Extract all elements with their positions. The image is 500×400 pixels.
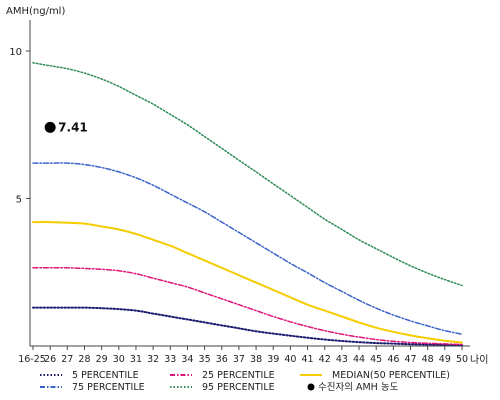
legend-label: 수진자의 AMH 농도 — [318, 382, 399, 393]
legend-label: 5 PERCENTILE — [72, 370, 139, 381]
series-line-75-percentile — [32, 162, 463, 335]
x-tick-label: 40 — [284, 354, 296, 365]
x-tick-label: 34 — [181, 354, 193, 365]
y-tick-label: 5 — [16, 195, 22, 206]
x-tick-label: 26 — [44, 354, 56, 365]
legend-label: MEDIAN(50 PERCENTILE) — [332, 370, 450, 381]
x-tick-label: 45 — [370, 354, 382, 365]
series-line-95-percentile — [32, 62, 463, 287]
series-lines — [32, 62, 463, 347]
legend-label: 75 PERCENTILE — [72, 382, 145, 393]
legend-marker-dot — [307, 383, 315, 391]
series-line-5-percentile — [32, 306, 463, 347]
x-tick-label: 36 — [216, 354, 228, 365]
x-tick-label: 27 — [61, 354, 73, 365]
x-tick-label: 47 — [404, 354, 416, 365]
x-tick-label: 43 — [336, 354, 348, 365]
patient-marker: 7.41 — [44, 120, 88, 134]
series-line-25-percentile — [32, 267, 463, 346]
x-tick-label: 41 — [302, 354, 314, 365]
x-tick-label: 46 — [387, 354, 399, 365]
legend-label: 25 PERCENTILE — [202, 370, 275, 381]
x-tick-label: 48 — [422, 354, 434, 365]
y-tick-label: 10 — [9, 47, 22, 58]
x-tick-label: 50 — [456, 354, 468, 365]
series-line-median-50-percentile — [32, 221, 463, 344]
x-tick-label: 28 — [78, 354, 90, 365]
x-tick-label: 38 — [250, 354, 262, 365]
x-axis-label: 나이 — [470, 354, 488, 366]
x-tick-label: 30 — [113, 354, 125, 365]
y-axis-label: AMH(ng/ml) — [6, 6, 65, 17]
x-tick-label: 44 — [353, 354, 365, 365]
legend-label: 95 PERCENTILE — [202, 382, 275, 393]
legend: 5 PERCENTILE 25 PERCENTILE MEDIAN(50 PERCE… — [40, 370, 450, 393]
x-tick-label: 35 — [199, 354, 211, 365]
y-ticks: 5 10 — [9, 47, 30, 206]
x-tick-label: 31 — [130, 354, 142, 365]
patient-amh-point — [44, 121, 56, 133]
x-tick-label: 16-25 — [18, 354, 46, 365]
x-tick-label: 49 — [439, 354, 451, 365]
x-tick-label: 32 — [147, 354, 159, 365]
x-tick-label: 37 — [233, 354, 245, 365]
x-tick-label: 29 — [96, 354, 108, 365]
x-tick-label: 39 — [267, 354, 279, 365]
patient-amh-value: 7.41 — [58, 120, 88, 134]
x-tick-label: 42 — [319, 354, 331, 365]
x-tick-label: 33 — [164, 354, 176, 365]
